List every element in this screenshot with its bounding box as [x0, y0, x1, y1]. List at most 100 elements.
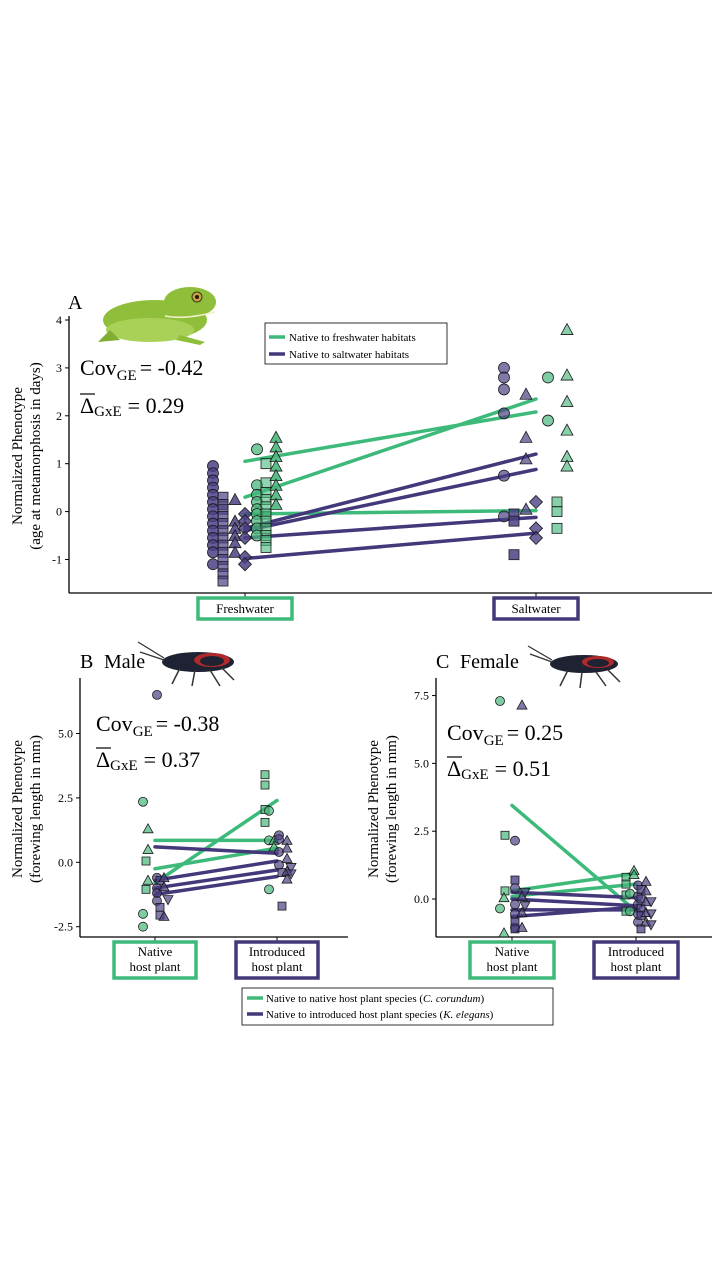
y-axis-label: (forewing length in mm) — [28, 735, 44, 883]
data-point — [516, 906, 528, 917]
data-point — [560, 459, 574, 472]
legend-panel-a: Native to freshwater habitats Native to … — [264, 322, 448, 365]
x-category-label: Native — [138, 944, 173, 959]
data-point — [645, 920, 657, 931]
annotation-delta: ΔGxE = 0.51 — [447, 756, 551, 783]
data-point — [217, 575, 229, 587]
y-tick-label: 2.5 — [58, 791, 73, 805]
y-axis-label: Normalized Phenotype — [10, 740, 26, 878]
data-point — [498, 891, 510, 903]
data-point — [519, 387, 533, 400]
data-point — [228, 492, 242, 506]
series-line-purple — [243, 452, 538, 531]
data-point — [640, 875, 652, 886]
panel-title-female: Female — [460, 651, 519, 673]
data-point — [542, 414, 554, 427]
annotation-cov: CovGE = -0.38 — [96, 711, 219, 740]
data-point — [560, 322, 574, 335]
data-point — [142, 822, 154, 834]
panel-title-male: Male — [104, 651, 145, 673]
series-line-purple — [243, 531, 538, 561]
x-category-label: Saltwater — [511, 601, 561, 616]
x-category-label: Introduced — [249, 944, 306, 959]
data-point — [519, 502, 533, 515]
y-tick-label: -1 — [52, 552, 62, 566]
legend-label-native-host: Native to native host plant species (C. … — [266, 993, 484, 1005]
data-point — [560, 394, 574, 407]
data-point — [498, 469, 510, 482]
y-axis-label: Normalized Phenotype — [10, 387, 26, 525]
data-point — [560, 423, 574, 436]
data-point — [528, 494, 544, 510]
category-box — [196, 596, 294, 621]
series-line-purple — [510, 897, 638, 908]
data-point — [228, 545, 242, 558]
y-axis-label: Normalized Phenotype — [366, 740, 382, 878]
data-point — [551, 506, 563, 517]
series-line-green — [243, 410, 538, 464]
data-point — [498, 371, 510, 384]
panel-letter-b: B — [80, 651, 93, 673]
data-point — [508, 549, 520, 561]
data-point — [142, 843, 154, 854]
data-point — [237, 530, 253, 545]
x-category-label: Native — [495, 944, 530, 959]
data-point — [510, 899, 520, 910]
series-line-purple — [153, 868, 279, 890]
frog-icon — [98, 287, 216, 345]
series-line-purple — [510, 905, 638, 919]
series-line-purple — [153, 859, 279, 883]
y-tick-label: 0.0 — [414, 892, 429, 906]
category-box — [592, 940, 680, 980]
category-box — [112, 940, 198, 980]
panel-b-chart: 5.0 2.5 0.0 -2.5 Normalized Phenotype (forewi… — [10, 678, 348, 980]
data-point — [207, 558, 219, 571]
y-tick-label: 2.5 — [414, 824, 429, 838]
data-point — [260, 780, 270, 790]
data-point — [158, 910, 170, 921]
data-point — [260, 542, 272, 553]
data-point — [510, 883, 520, 894]
data-point — [141, 856, 151, 866]
data-point — [260, 770, 270, 780]
series-line-purple — [153, 874, 279, 897]
y-axis-label: (age at metamorphosis in days) — [28, 362, 44, 549]
y-tick-label: 4 — [56, 313, 62, 327]
data-point — [498, 383, 510, 396]
annotation-cov: CovGE = -0.42 — [80, 355, 203, 384]
series-line-purple — [243, 467, 538, 533]
data-point — [528, 530, 544, 545]
x-category-label: Freshwater — [216, 601, 274, 616]
data-point — [251, 443, 263, 456]
y-tick-label: 5.0 — [414, 756, 429, 770]
y-tick-label: 0 — [56, 505, 62, 519]
x-category-label: host plant — [252, 959, 303, 974]
data-point — [281, 852, 293, 863]
data-point — [519, 430, 533, 443]
series-line-green — [510, 803, 638, 913]
data-point — [498, 510, 510, 523]
x-category-label: Introduced — [608, 944, 665, 959]
data-point — [138, 921, 148, 932]
category-box — [468, 940, 556, 980]
data-point — [495, 696, 505, 706]
data-point — [516, 699, 528, 710]
series-line-green — [510, 871, 638, 893]
data-point — [495, 903, 505, 914]
bug-icon — [137, 641, 235, 687]
data-point — [138, 908, 148, 919]
annotation-delta: ΔGxE = 0.29 — [80, 393, 184, 420]
data-point — [277, 901, 287, 911]
data-point — [500, 830, 510, 840]
bug-icon — [527, 645, 621, 689]
data-point — [510, 875, 520, 885]
data-point — [207, 546, 219, 559]
data-point — [498, 407, 510, 420]
panel-letter-c: C — [436, 651, 449, 673]
data-point — [142, 874, 154, 885]
x-category-label: host plant — [611, 959, 662, 974]
data-point — [516, 921, 528, 932]
legend-label: Native to freshwater habitats — [289, 332, 416, 344]
data-point — [285, 863, 297, 874]
data-point — [519, 452, 533, 465]
